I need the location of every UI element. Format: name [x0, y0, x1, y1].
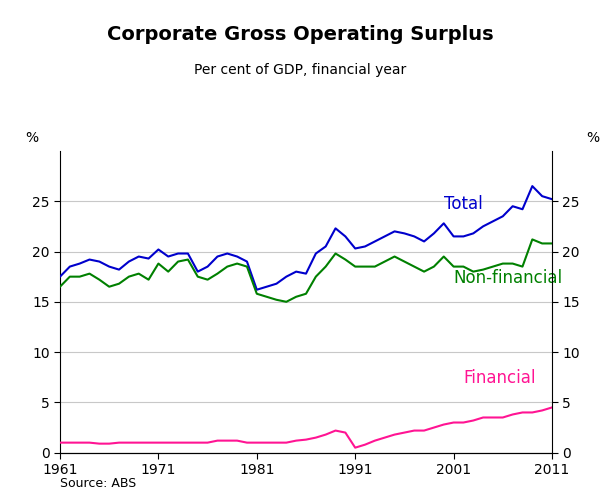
Text: Total: Total	[444, 195, 482, 213]
Text: Source: ABS: Source: ABS	[60, 477, 136, 490]
Text: Non-financial: Non-financial	[454, 269, 563, 287]
Text: Corporate Gross Operating Surplus: Corporate Gross Operating Surplus	[107, 25, 493, 44]
Text: Financial: Financial	[463, 369, 536, 387]
Text: Per cent of GDP, financial year: Per cent of GDP, financial year	[194, 63, 406, 77]
Text: %: %	[26, 131, 38, 145]
Text: %: %	[586, 131, 599, 145]
